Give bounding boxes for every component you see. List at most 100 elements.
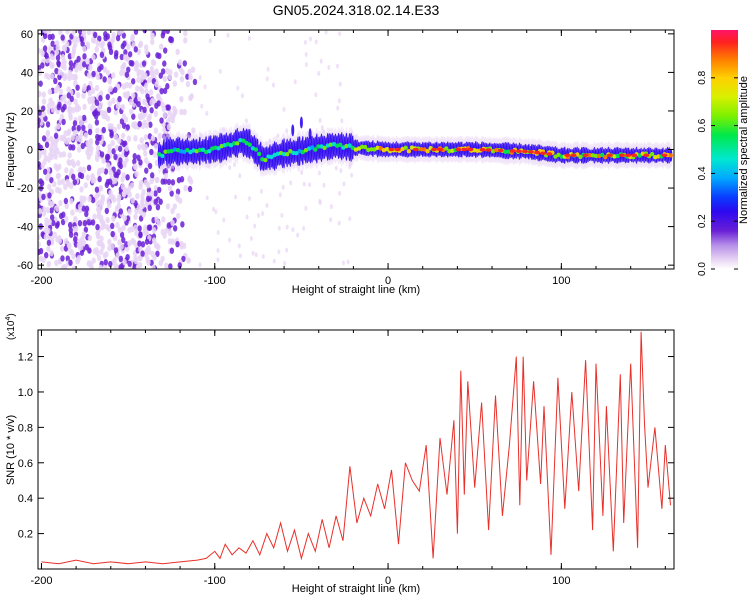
x-tick-label: 100: [552, 575, 570, 587]
signal-core-cell: [444, 146, 449, 151]
noise-speckle: [101, 126, 106, 134]
noise-speckle: [152, 237, 157, 244]
noise-speckle: [51, 219, 56, 227]
noise-speckle: [76, 55, 81, 63]
noise-speckle: [73, 74, 78, 81]
signal-peak-cell: [625, 153, 632, 158]
noise-speckle: [94, 46, 99, 53]
noise-speckle: [69, 198, 74, 205]
noise-speckle: [94, 84, 100, 92]
y-tick-label: 0.8: [18, 422, 33, 434]
noise-speckle: [171, 112, 176, 120]
noise-speckle: [285, 247, 289, 253]
noise-speckle: [105, 224, 110, 231]
noise-speckle: [88, 149, 93, 157]
signal-core-cell: [493, 147, 499, 153]
noise-speckle: [257, 213, 261, 219]
noise-speckle: [97, 66, 102, 73]
noise-speckle: [318, 198, 322, 204]
noise-speckle: [88, 64, 93, 71]
noise-speckle: [50, 147, 55, 154]
noise-speckle: [84, 244, 89, 251]
noise-speckle: [95, 145, 101, 152]
signal-peak-cell: [479, 147, 486, 152]
y-tick-label: -40: [17, 222, 33, 234]
noise-speckle: [179, 243, 184, 250]
noise-speckle: [86, 260, 91, 267]
signal-core-cell: [231, 141, 237, 146]
noise-speckle: [149, 172, 155, 179]
noise-speckle: [64, 215, 69, 223]
noise-speckle: [107, 178, 113, 185]
noise-speckle: [212, 206, 216, 212]
noise-speckle: [139, 76, 144, 83]
noise-speckle: [133, 163, 138, 171]
noise-speckle: [170, 207, 175, 215]
noise-speckle: [251, 250, 255, 256]
noise-speckle: [133, 257, 139, 265]
noise-speckle: [170, 219, 175, 227]
noise-speckle: [259, 188, 263, 194]
noise-speckle: [113, 133, 119, 141]
signal-core-cell: [603, 154, 608, 160]
noise-speckle: [203, 84, 207, 90]
noise-speckle: [121, 172, 126, 179]
noise-speckle: [123, 49, 128, 56]
noise-speckle: [38, 247, 44, 255]
noise-speckle: [302, 181, 306, 187]
signal-core-cell: [160, 153, 165, 159]
noise-speckle: [106, 106, 112, 114]
noise-speckle: [122, 161, 127, 168]
noise-speckle: [164, 227, 169, 234]
signal-core-cell: [656, 154, 661, 159]
noise-speckle: [57, 179, 62, 186]
signal-spike: [299, 116, 303, 129]
spectrogram-y-label: Frequency (Hz): [5, 112, 17, 188]
noise-speckle: [253, 223, 257, 229]
colorbar-label: Normalized spectral amplitude: [738, 76, 750, 224]
noise-speckle: [182, 108, 187, 116]
noise-speckle: [131, 113, 136, 120]
noise-speckle: [102, 252, 108, 259]
noise-speckle: [72, 225, 78, 233]
noise-speckle: [79, 130, 85, 137]
noise-speckle: [127, 226, 132, 234]
y-tick-label: 0: [27, 145, 33, 157]
noise-speckle: [142, 98, 147, 106]
noise-speckle: [100, 109, 105, 117]
noise-speckle: [233, 162, 237, 168]
noise-speckle: [83, 226, 89, 233]
noise-speckle: [113, 86, 118, 94]
noise-speckle: [226, 32, 230, 38]
noise-speckle: [43, 233, 49, 241]
noise-speckle: [105, 153, 111, 161]
noise-speckle: [58, 151, 63, 158]
noise-speckle: [65, 178, 70, 186]
noise-speckle: [123, 54, 128, 61]
noise-speckle: [302, 225, 306, 231]
signal-core-cell: [359, 144, 365, 150]
noise-speckle: [46, 239, 52, 246]
signal-peak-cell: [643, 153, 650, 158]
noise-speckle: [319, 58, 323, 64]
noise-speckle: [173, 108, 178, 115]
noise-speckle: [62, 64, 67, 71]
noise-speckle: [90, 196, 96, 204]
noise-speckle: [49, 73, 55, 80]
spectrogram-x-ticks: -200 -100 0 100: [30, 30, 666, 287]
noise-speckle: [71, 30, 76, 36]
noise-speckle: [136, 76, 141, 83]
signal-peak-cell: [521, 149, 528, 154]
noise-speckle: [53, 144, 59, 152]
noise-speckle: [342, 181, 346, 187]
noise-speckle: [53, 77, 58, 85]
spectrogram-x-label: Height of straight line (km): [292, 284, 420, 296]
spectrogram-heatmap: [38, 30, 674, 269]
noise-speckle: [340, 118, 344, 124]
noise-speckle: [144, 167, 149, 174]
noise-speckle: [55, 186, 60, 194]
noise-speckle: [82, 45, 87, 53]
noise-speckle: [145, 195, 151, 203]
noise-speckle: [112, 126, 118, 134]
noise-speckle: [143, 157, 149, 164]
